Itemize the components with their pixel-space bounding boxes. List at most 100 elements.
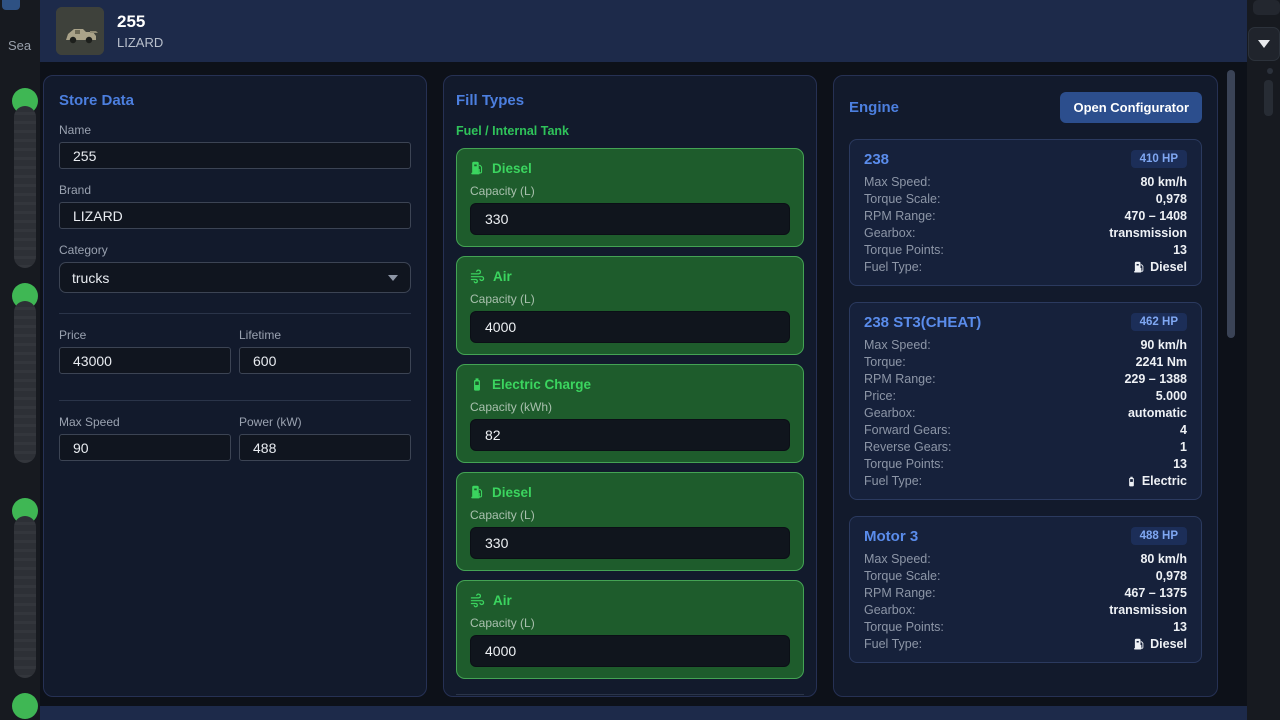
engine-row: Torque Points: 13 bbox=[864, 457, 1187, 471]
page-scrollbar-thumb[interactable] bbox=[1264, 80, 1273, 116]
modal-footer-bar bbox=[40, 706, 1247, 720]
battery-icon bbox=[470, 377, 484, 392]
fill-card-label: Diesel bbox=[492, 160, 532, 176]
engine-row-fuel-type: Fuel Type: Electric bbox=[864, 474, 1187, 488]
engine-row: Gearbox: transmission bbox=[864, 226, 1187, 240]
capacity-input[interactable] bbox=[470, 203, 790, 235]
engine-row-fuel-type: Fuel Type: Diesel bbox=[864, 637, 1187, 651]
modal-title: 255 bbox=[117, 12, 146, 31]
engine-row: RPM Range: 470 – 1408 bbox=[864, 209, 1187, 223]
engine-row: Gearbox: transmission bbox=[864, 603, 1187, 617]
fill-types-panel: Fill Types Fuel / Internal Tank Diesel C… bbox=[443, 75, 817, 697]
vehicle-list-item[interactable] bbox=[12, 498, 38, 678]
engine-row: Torque Points: 13 bbox=[864, 243, 1187, 257]
fuel-type-value: Diesel bbox=[1150, 260, 1187, 274]
fill-card-header: Air bbox=[470, 268, 790, 284]
speed-power-row: Max Speed Power (kW) bbox=[59, 401, 411, 461]
category-select-value: trucks bbox=[72, 269, 110, 286]
engine-row: Torque: 2241 Nm bbox=[864, 355, 1187, 369]
name-input[interactable] bbox=[59, 142, 411, 169]
vehicle-thumbnail bbox=[56, 7, 104, 55]
chevron-down-icon bbox=[388, 274, 398, 281]
price-input[interactable] bbox=[59, 347, 231, 374]
fuel-pump-icon bbox=[470, 161, 484, 176]
store-data-panel: Store Data Name Brand Category trucks Pr… bbox=[43, 75, 427, 697]
open-configurator-button[interactable]: Open Configurator bbox=[1060, 92, 1202, 123]
engine-row: Max Speed: 80 km/h bbox=[864, 175, 1187, 189]
fill-card-electric: Electric Charge Capacity (kWh) bbox=[456, 364, 804, 463]
engine-row: Price: 5.000 bbox=[864, 389, 1187, 403]
engine-row: Torque Scale: 0,978 bbox=[864, 192, 1187, 206]
store-data-title: Store Data bbox=[59, 92, 135, 109]
fill-card-header: Diesel bbox=[470, 484, 790, 500]
divider bbox=[59, 313, 411, 314]
fill-card-diesel: Diesel Capacity (L) bbox=[456, 472, 804, 571]
fill-card-label: Air bbox=[493, 268, 512, 284]
brand-input[interactable] bbox=[59, 202, 411, 229]
price-field: Price bbox=[59, 314, 231, 374]
fill-card-label: Diesel bbox=[492, 484, 532, 500]
engine-card-header: 238 410 HP bbox=[864, 150, 1187, 168]
capacity-input[interactable] bbox=[470, 311, 790, 343]
engine-card: 238 410 HP Max Speed: 80 km/h Torque Scal… bbox=[849, 139, 1202, 286]
page-scrollbar-dot bbox=[1267, 68, 1273, 74]
background-button-fragment[interactable] bbox=[2, 0, 20, 10]
engine-row: Max Speed: 90 km/h bbox=[864, 338, 1187, 352]
fill-card-air: Air Capacity (L) bbox=[456, 580, 804, 679]
capacity-input[interactable] bbox=[470, 635, 790, 667]
fill-types-title: Fill Types bbox=[456, 92, 525, 109]
capacity-label: Capacity (kWh) bbox=[470, 400, 553, 414]
max-speed-input[interactable] bbox=[59, 434, 231, 461]
modal-scrollbar-thumb[interactable] bbox=[1227, 70, 1235, 338]
capacity-input[interactable] bbox=[470, 419, 790, 451]
engine-name: 238 ST3(CHEAT) bbox=[864, 313, 982, 331]
price-lifetime-row: Price Lifetime bbox=[59, 314, 411, 374]
engine-row: Gearbox: automatic bbox=[864, 406, 1187, 420]
category-label: Category bbox=[59, 243, 108, 257]
background-tile-fragment bbox=[1253, 0, 1280, 15]
capacity-label: Capacity (L) bbox=[470, 616, 535, 630]
wind-icon bbox=[470, 593, 485, 608]
lifetime-field: Lifetime bbox=[239, 314, 411, 374]
power-label: Power (kW) bbox=[239, 415, 302, 429]
fuel-pump-icon bbox=[1133, 638, 1145, 651]
vehicle-thumbnail-partial bbox=[14, 301, 36, 463]
vehicle-list-item[interactable] bbox=[12, 693, 38, 719]
vehicle-list-item[interactable] bbox=[12, 283, 38, 463]
search-input-partial[interactable]: Sea bbox=[8, 38, 32, 53]
lifetime-input[interactable] bbox=[239, 347, 411, 374]
capacity-input[interactable] bbox=[470, 527, 790, 559]
fill-card-air: Air Capacity (L) bbox=[456, 256, 804, 355]
capacity-label: Capacity (L) bbox=[470, 184, 535, 198]
fuel-pump-icon bbox=[470, 485, 484, 500]
engine-card-header: 238 ST3(CHEAT) 462 HP bbox=[864, 313, 1187, 331]
fill-card-diesel: Diesel Capacity (L) bbox=[456, 148, 804, 247]
engine-card-header: Motor 3 488 HP bbox=[864, 527, 1187, 545]
wind-icon bbox=[470, 269, 485, 284]
background-dropdown[interactable] bbox=[1248, 27, 1280, 61]
engine-name: 238 bbox=[864, 150, 890, 168]
truck-image-icon bbox=[56, 7, 104, 55]
category-select[interactable]: trucks bbox=[59, 262, 411, 293]
engine-panel: Engine Open Configurator 238 410 HP Max … bbox=[833, 75, 1218, 697]
hp-badge: 462 HP bbox=[1130, 313, 1187, 331]
fuel-internal-tank-label: Fuel / Internal Tank bbox=[456, 124, 569, 138]
max-speed-label: Max Speed bbox=[59, 415, 120, 429]
divider bbox=[59, 400, 411, 401]
battery-icon bbox=[1126, 475, 1137, 488]
capacity-label: Capacity (L) bbox=[470, 292, 535, 306]
fuel-type-value: Diesel bbox=[1150, 637, 1187, 651]
engine-row-fuel-type: Fuel Type: Diesel bbox=[864, 260, 1187, 274]
modal-title-block: 255 LIZARD bbox=[117, 12, 163, 50]
capacity-label: Capacity (L) bbox=[470, 508, 535, 522]
name-label: Name bbox=[59, 123, 92, 137]
vehicle-thumbnail-partial bbox=[14, 516, 36, 678]
engine-panel-header: Engine Open Configurator bbox=[849, 92, 1202, 123]
fuel-type-value: Electric bbox=[1141, 474, 1187, 488]
fill-card-label: Air bbox=[493, 592, 512, 608]
vehicle-list-item[interactable] bbox=[12, 88, 38, 268]
max-speed-field: Max Speed bbox=[59, 401, 231, 461]
fill-card-header: Diesel bbox=[470, 160, 790, 176]
power-input[interactable] bbox=[239, 434, 411, 461]
engine-row: Reverse Gears: 1 bbox=[864, 440, 1187, 454]
